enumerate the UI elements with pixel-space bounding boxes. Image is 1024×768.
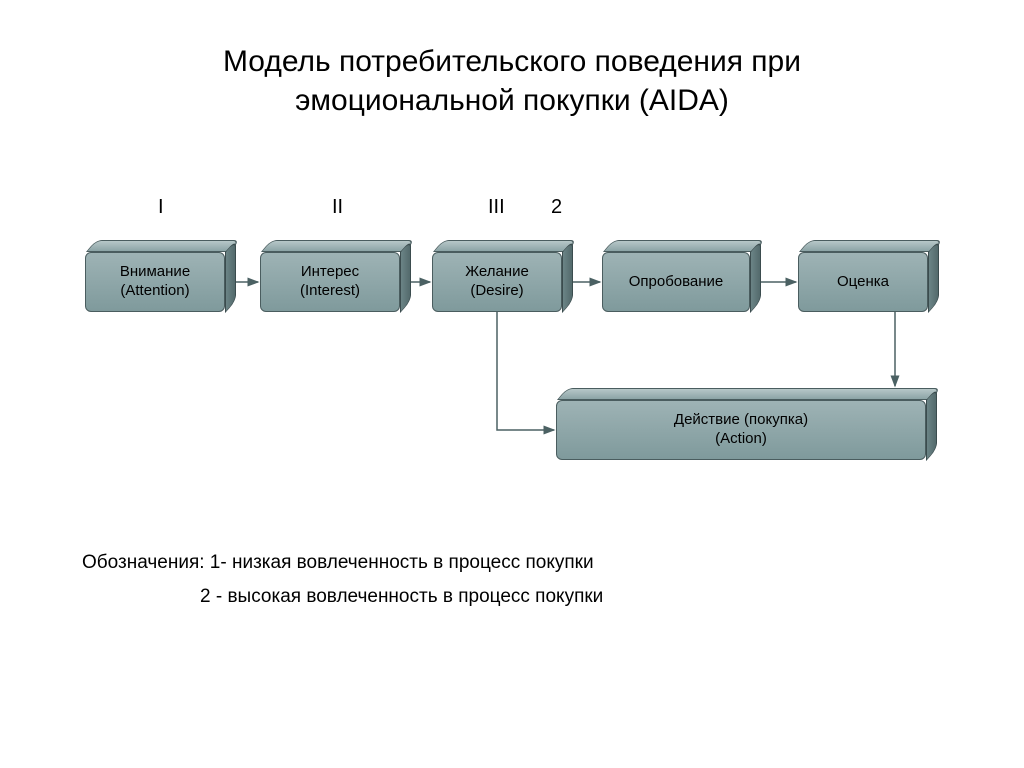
box-face: Оценка bbox=[798, 252, 928, 312]
node-label-line2: (Action) bbox=[715, 430, 767, 447]
box-bevel-top-icon bbox=[799, 240, 943, 252]
title-line2: эмоциональной покупки (AIDA) bbox=[295, 84, 729, 117]
title-line1: Модель потребительского поведения при bbox=[223, 45, 801, 78]
roman-label-text: I bbox=[158, 196, 164, 218]
legend-line-1: Обозначения: 1- низкая вовлеченность в п… bbox=[82, 552, 594, 574]
box-face: Опробование bbox=[602, 252, 750, 312]
legend-text: Обозначения: 1- низкая вовлеченность в п… bbox=[82, 552, 594, 573]
roman-label-2: II bbox=[332, 196, 343, 219]
node-eval: Оценка bbox=[798, 252, 928, 312]
box-face: Действие (покупка) (Action) bbox=[556, 400, 926, 460]
node-label-line1: Оценка bbox=[837, 273, 889, 290]
node-attention: Внимание (Attention) bbox=[85, 252, 225, 312]
node-trial: Опробование bbox=[602, 252, 750, 312]
node-label-line2: (Interest) bbox=[300, 282, 360, 299]
slide-title: Модель потребительского поведения при эм… bbox=[0, 42, 1024, 120]
node-label-line1: Опробование bbox=[629, 273, 724, 290]
box-face: Интерес (Interest) bbox=[260, 252, 400, 312]
arrow-icon bbox=[497, 312, 554, 430]
node-label-line1: Внимание bbox=[120, 263, 190, 280]
box-face: Желание (Desire) bbox=[432, 252, 562, 312]
box-bevel-side-icon bbox=[750, 240, 761, 313]
node-interest: Интерес (Interest) bbox=[260, 252, 400, 312]
box-bevel-top-icon bbox=[261, 240, 415, 252]
legend-text: 2 - высокая вовлеченность в процесс поку… bbox=[200, 586, 603, 607]
roman-label-1: I bbox=[158, 196, 164, 219]
box-bevel-side-icon bbox=[225, 240, 236, 313]
node-desire: Желание (Desire) bbox=[432, 252, 562, 312]
box-bevel-top-icon bbox=[603, 240, 765, 252]
roman-label-text: III bbox=[488, 196, 505, 218]
box-bevel-top-icon bbox=[557, 388, 941, 400]
legend-line-2: 2 - высокая вовлеченность в процесс поку… bbox=[200, 586, 603, 608]
box-bevel-side-icon bbox=[928, 240, 939, 313]
box-face: Внимание (Attention) bbox=[85, 252, 225, 312]
roman-label-3: III bbox=[488, 196, 505, 219]
roman-label-text: 2 bbox=[551, 196, 562, 218]
roman-label-text: II bbox=[332, 196, 343, 218]
node-label-line1: Действие (покупка) bbox=[674, 411, 808, 428]
node-label-line1: Желание bbox=[465, 263, 529, 280]
box-bevel-top-icon bbox=[86, 240, 240, 252]
box-bevel-side-icon bbox=[400, 240, 411, 313]
node-label-line2: (Attention) bbox=[120, 282, 189, 299]
box-bevel-side-icon bbox=[562, 240, 573, 313]
roman-label-annot-2: 2 bbox=[551, 196, 562, 219]
node-action: Действие (покупка) (Action) bbox=[556, 400, 926, 460]
box-bevel-top-icon bbox=[433, 240, 577, 252]
box-bevel-side-icon bbox=[926, 388, 937, 461]
node-label-line2: (Desire) bbox=[470, 282, 523, 299]
node-label-line1: Интерес bbox=[301, 263, 359, 280]
